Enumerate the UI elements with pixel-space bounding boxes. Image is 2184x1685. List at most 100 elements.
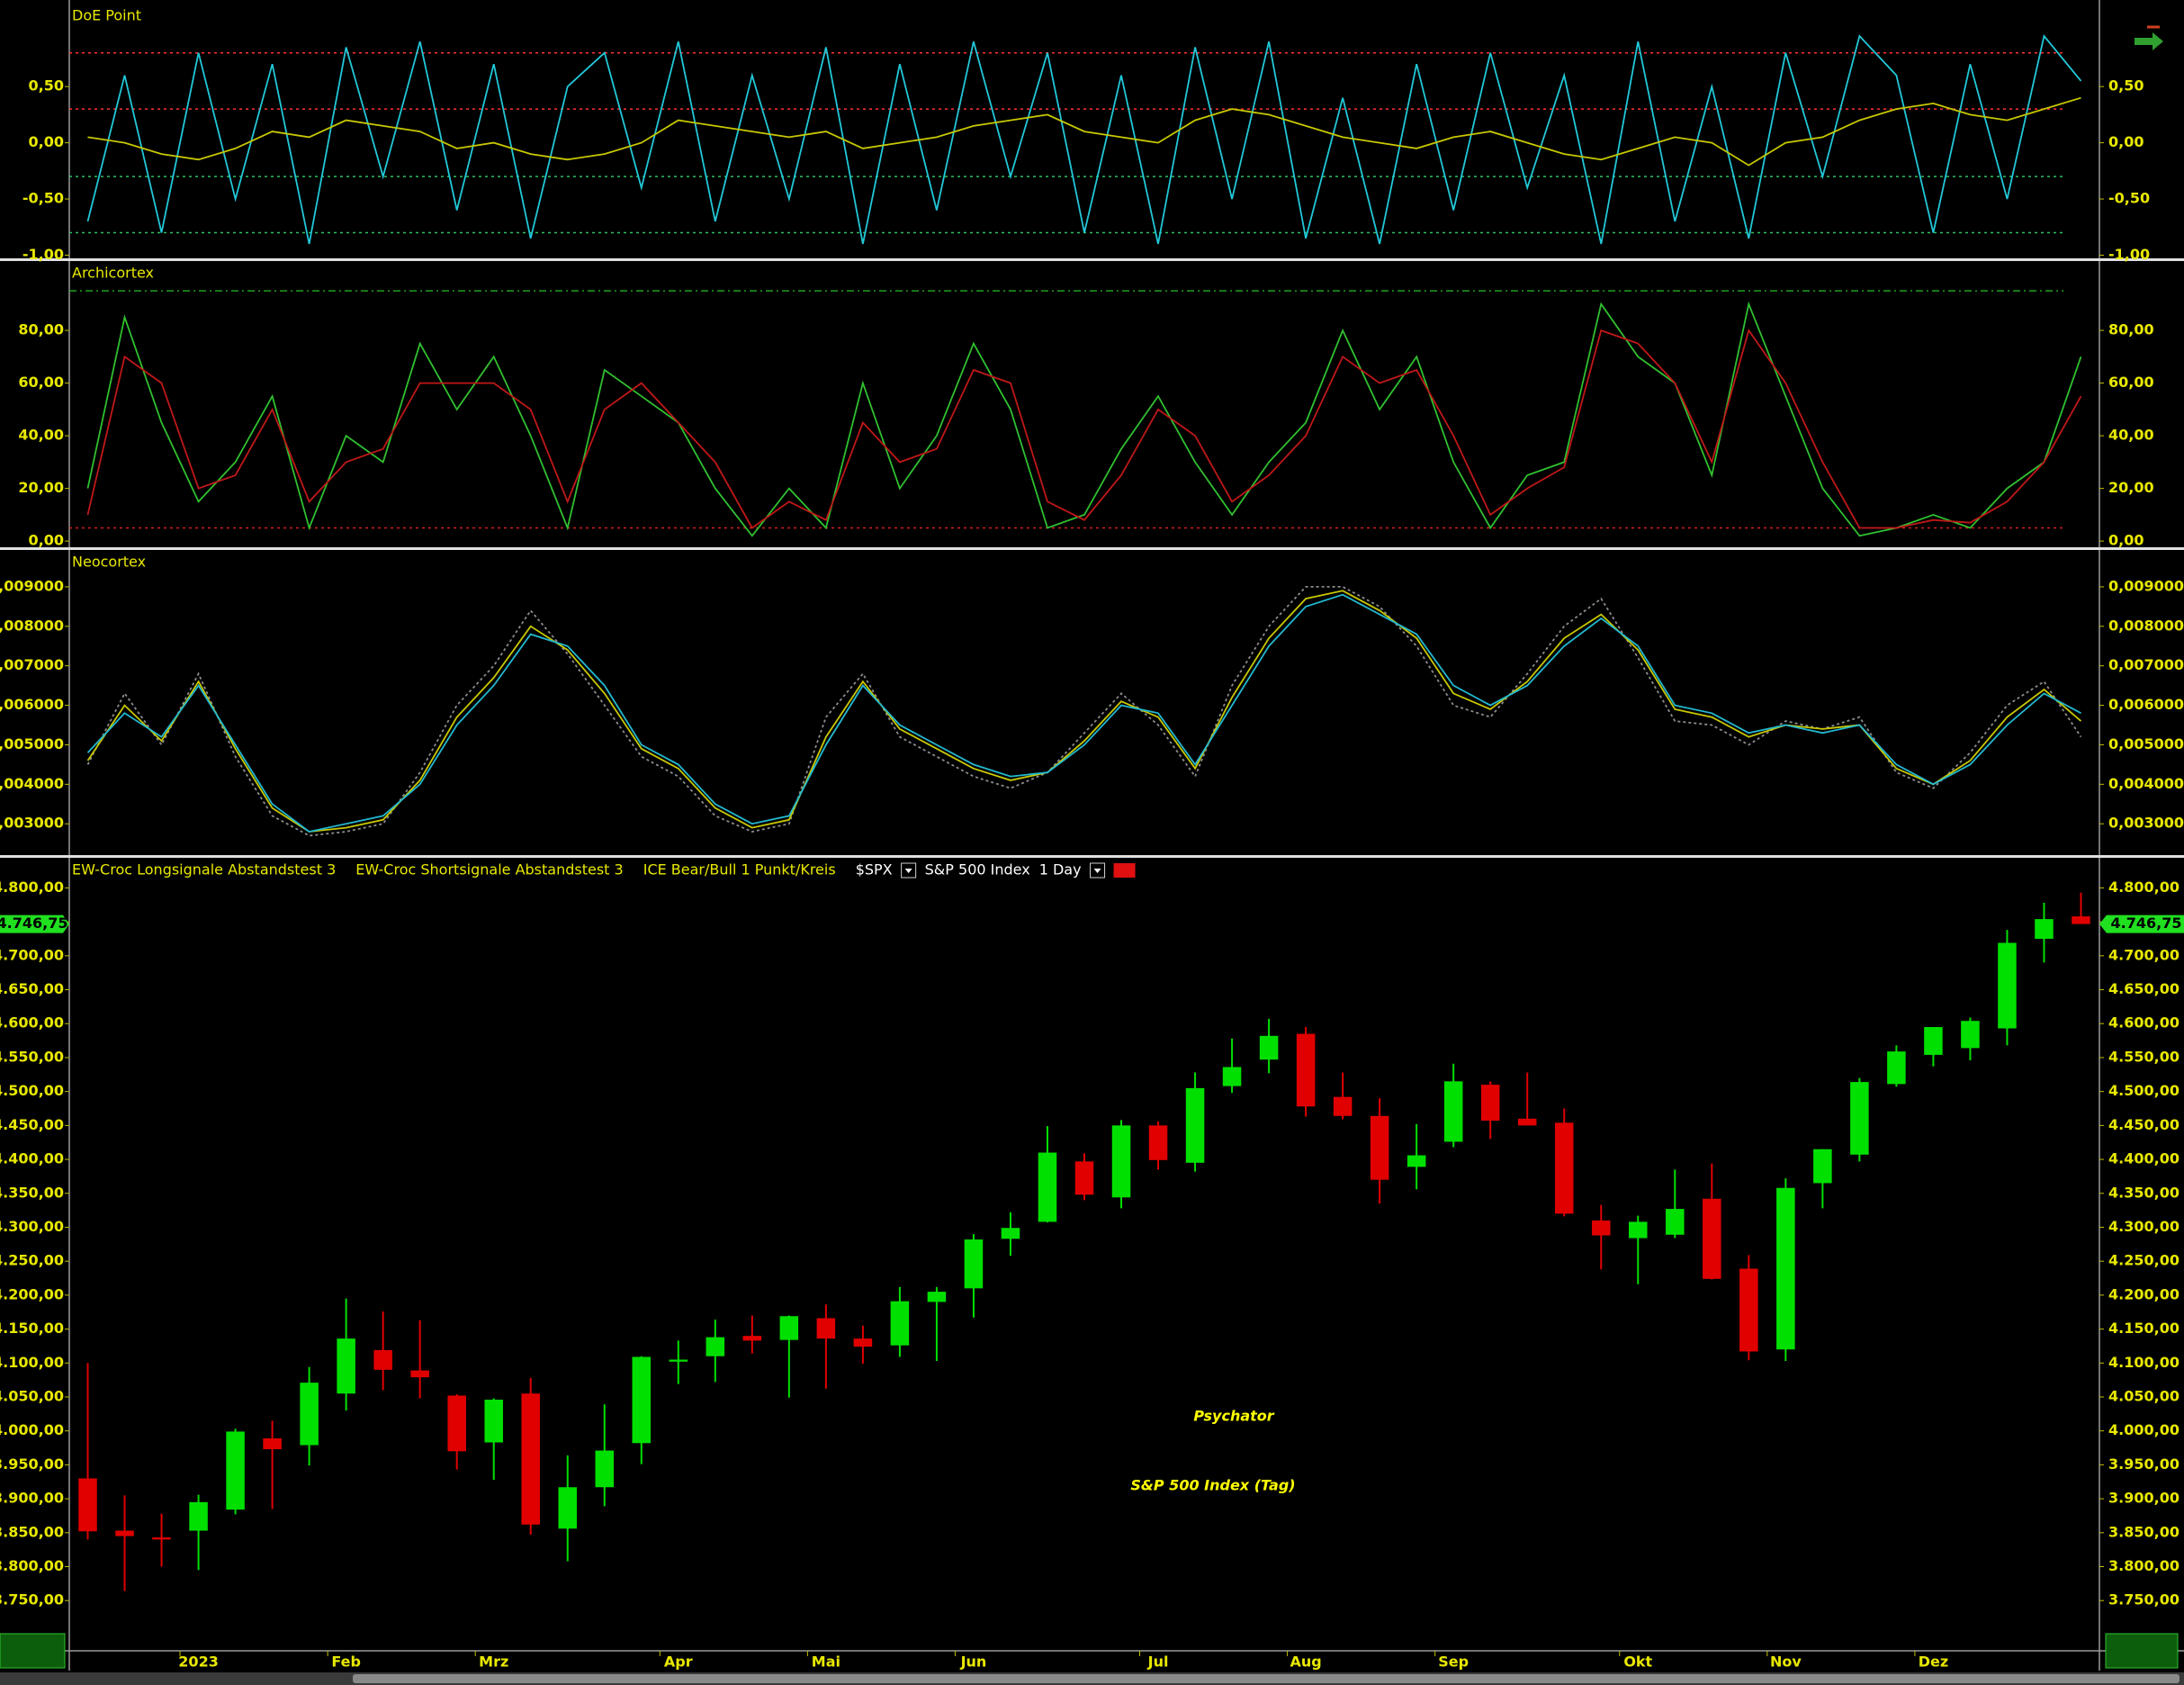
candle-body [263, 1437, 282, 1450]
candle-body [1592, 1220, 1611, 1236]
candle-body [853, 1338, 873, 1347]
series-line [86, 586, 2082, 837]
candle-body [1629, 1221, 1648, 1239]
candle-body [373, 1349, 392, 1370]
candle-body [1185, 1087, 1205, 1163]
candle-body [1407, 1155, 1426, 1167]
candle-body [1333, 1096, 1353, 1116]
panel-title: Neocortex [72, 554, 146, 571]
candle-body [115, 1530, 134, 1536]
legend-instrument: S&P 500 Index [925, 861, 1030, 879]
candle-body [1001, 1228, 1020, 1239]
candle-body [484, 1399, 503, 1443]
candle-body [1739, 1268, 1758, 1352]
candle-body [189, 1501, 208, 1531]
y-tick-label: 4.250,00 [0, 1252, 64, 1269]
series-line [86, 590, 2082, 833]
y-tick-label: 4.300,00 [0, 1218, 64, 1235]
y-tick-label: 0,003000 [0, 815, 64, 832]
candle-body [447, 1395, 466, 1452]
y-tick-label: 3.850,00 [2108, 1523, 2180, 1540]
last-value-badge [2099, 915, 2184, 933]
candle-body [1666, 1209, 1685, 1235]
y-tick-label: 40,00 [18, 427, 64, 444]
y-tick-label: 3.900,00 [2108, 1490, 2180, 1507]
y-tick-label: 3.800,00 [0, 1557, 64, 1574]
y-tick-label: 4.800,00 [0, 879, 64, 896]
x-tick-label: Aug [1290, 1653, 1321, 1671]
y-tick-label: 4.050,00 [0, 1387, 64, 1404]
candle-body [2072, 916, 2090, 924]
candle-body [152, 1537, 171, 1540]
y-tick-label: 4.450,00 [2108, 1116, 2180, 1133]
candle-body [78, 1478, 97, 1532]
candle-body [927, 1292, 947, 1302]
candle-body [300, 1383, 319, 1446]
panel-title: Archicortex [72, 265, 154, 282]
y-tick-label: 0,008000 [0, 617, 64, 634]
candle-body [1961, 1021, 1980, 1049]
y-tick-label: 0,00 [2108, 532, 2144, 549]
y-tick-label: 0,003000 [2108, 815, 2184, 832]
y-tick-label: 0,00 [29, 532, 64, 549]
series-line [86, 593, 2081, 833]
candle-body [558, 1487, 577, 1529]
y-tick-label: 3.850,00 [0, 1523, 64, 1540]
candle-body [1480, 1085, 1500, 1122]
candle-body [595, 1450, 615, 1488]
candle-body [2035, 919, 2054, 939]
y-tick-label: 4.650,00 [2108, 980, 2180, 997]
y-tick-label: 0,008000 [2108, 617, 2184, 634]
x-tick-label: Jun [960, 1653, 987, 1671]
y-tick-label: 20,00 [2108, 479, 2154, 496]
y-tick-label: 0,004000 [2108, 775, 2184, 792]
y-tick-label: 4.500,00 [2108, 1082, 2180, 1099]
y-tick-label: 3.950,00 [2108, 1455, 2180, 1473]
y-tick-label: -0,50 [2108, 190, 2150, 207]
candle-body [1259, 1035, 1279, 1060]
record-button[interactable] [1113, 863, 1136, 878]
legend-entry: EW-Croc Longsignale Abstandstest 3 [72, 861, 336, 879]
y-tick-label: 4.200,00 [0, 1285, 64, 1302]
candle-body [964, 1239, 984, 1289]
y-tick-label: 0,00 [29, 133, 64, 150]
y-tick-label: 3.750,00 [0, 1591, 64, 1608]
candle-body [1517, 1118, 1537, 1126]
candle-body [632, 1356, 652, 1444]
y-tick-label: 4.700,00 [0, 946, 64, 963]
y-tick-label: 4.250,00 [2108, 1252, 2180, 1269]
y-tick-label: 3.800,00 [2108, 1557, 2180, 1574]
x-tick-label: Mai [812, 1653, 840, 1671]
last-value-badge [0, 915, 69, 933]
y-tick-label: 3.950,00 [0, 1455, 64, 1473]
legend-symbol: $SPX [856, 861, 893, 879]
y-tick-label: 4.150,00 [0, 1320, 64, 1337]
y-tick-label: 4.800,00 [2108, 879, 2180, 896]
scrollbar-thumb[interactable] [353, 1674, 2180, 1683]
y-tick-label: 0,007000 [0, 656, 64, 673]
candle-body [1998, 942, 2017, 1029]
candle-body [1887, 1051, 1906, 1085]
candle-body [816, 1318, 836, 1339]
candle-body [706, 1337, 725, 1356]
candle-body [1074, 1161, 1094, 1195]
y-tick-label: 20,00 [18, 479, 64, 496]
y-tick-label: 4.600,00 [2108, 1014, 2180, 1032]
series-line [86, 329, 2082, 529]
candle-body [1296, 1033, 1316, 1107]
x-tick-label: Feb [331, 1653, 361, 1671]
candle-body [337, 1338, 355, 1394]
panel-title: DoE Point [72, 7, 141, 24]
candle-body [410, 1370, 429, 1378]
series-line [86, 301, 2082, 537]
x-tick-label: Mrz [479, 1653, 508, 1671]
x-tick-label: Jul [1147, 1653, 1169, 1671]
corner-icon[interactable] [2135, 25, 2163, 50]
y-tick-label: -0,50 [22, 190, 64, 207]
candle-body [1850, 1082, 1869, 1155]
y-tick-label: 4.300,00 [2108, 1218, 2180, 1235]
y-tick-label: 0,009000 [2108, 577, 2184, 594]
x-tick-label: Sep [1438, 1653, 1469, 1671]
